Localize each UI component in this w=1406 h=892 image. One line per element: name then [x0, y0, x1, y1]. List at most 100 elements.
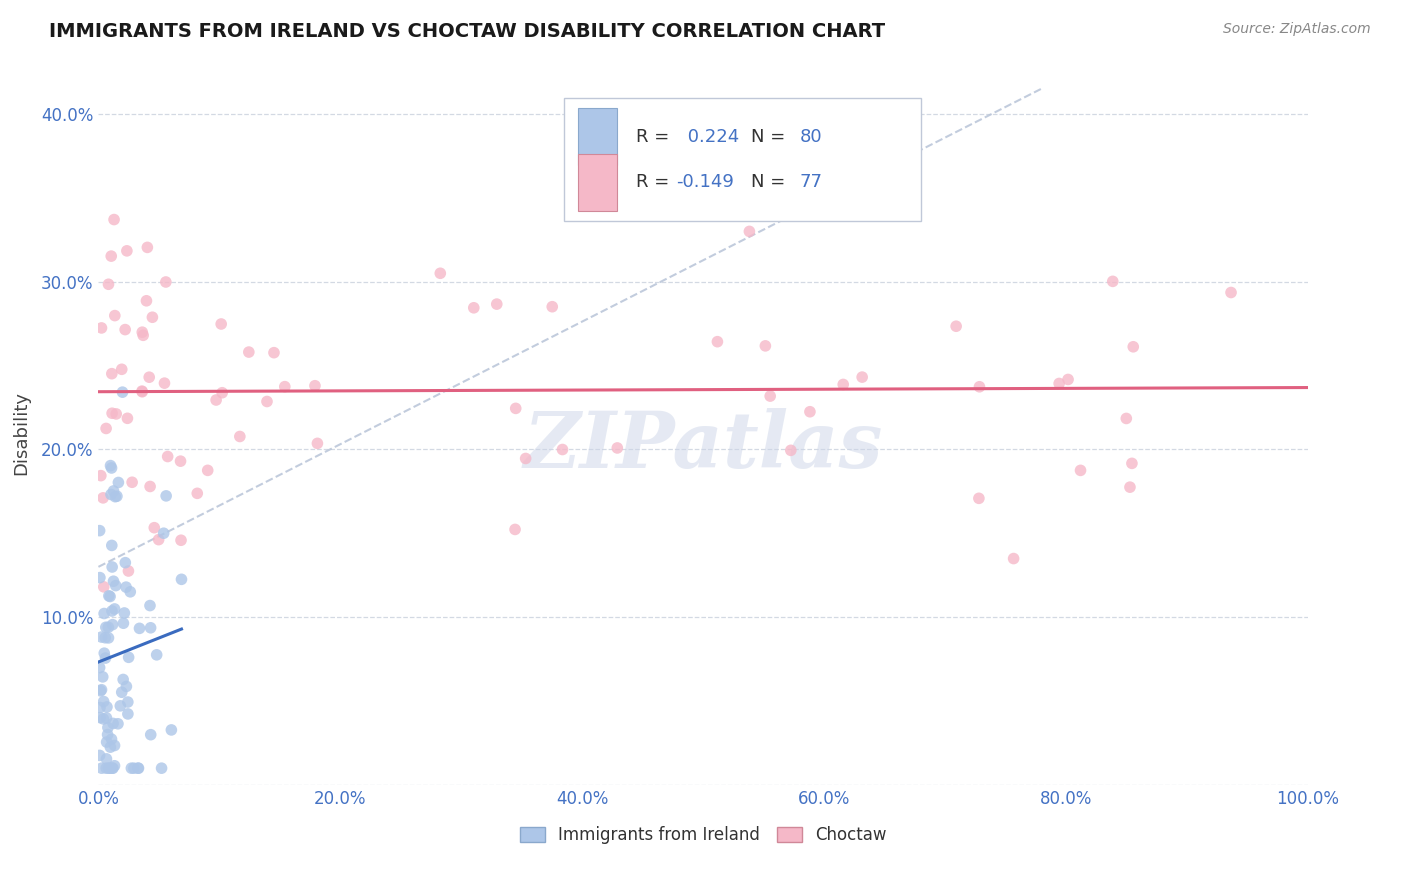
Point — [205, 392, 228, 407]
Point — [97, 728, 120, 742]
Text: R =: R = — [637, 128, 675, 145]
Point — [93, 712, 115, 726]
Point — [136, 240, 159, 254]
Point — [94, 651, 117, 665]
Point — [145, 648, 167, 662]
Point — [104, 602, 127, 616]
Point — [114, 323, 136, 337]
Point — [105, 407, 128, 421]
Point — [97, 761, 120, 775]
Point — [1047, 376, 1070, 391]
Point — [101, 761, 124, 775]
Point — [89, 571, 111, 585]
Point — [96, 735, 118, 749]
Point — [104, 579, 127, 593]
Point — [139, 621, 162, 635]
Point — [1057, 372, 1080, 386]
Point — [122, 761, 145, 775]
Point — [945, 319, 967, 334]
Point — [114, 556, 136, 570]
Point — [98, 590, 121, 604]
Point — [1101, 274, 1123, 288]
Point — [103, 739, 125, 753]
Point — [150, 761, 173, 775]
Point — [111, 685, 134, 699]
Point — [1115, 411, 1137, 425]
Point — [93, 580, 115, 594]
Point — [98, 761, 121, 775]
Point — [1121, 456, 1143, 470]
Point — [96, 711, 118, 725]
Point — [101, 406, 124, 420]
Point — [551, 442, 574, 457]
Point — [131, 384, 153, 399]
Point — [132, 328, 155, 343]
Point — [97, 589, 120, 603]
Point — [90, 321, 112, 335]
Point — [759, 389, 782, 403]
Point — [1070, 463, 1092, 477]
Text: 0.224: 0.224 — [682, 128, 740, 145]
Legend: Immigrants from Ireland, Choctaw: Immigrants from Ireland, Choctaw — [513, 819, 893, 851]
Point — [96, 761, 118, 775]
Point — [117, 650, 139, 665]
Point — [170, 533, 193, 548]
Point — [103, 483, 125, 498]
Point — [131, 325, 153, 339]
Text: R =: R = — [637, 173, 675, 192]
FancyBboxPatch shape — [578, 154, 617, 211]
Point — [155, 275, 177, 289]
Point — [111, 385, 134, 400]
Text: IMMIGRANTS FROM IRELAND VS CHOCTAW DISABILITY CORRELATION CHART: IMMIGRANTS FROM IRELAND VS CHOCTAW DISAB… — [49, 22, 886, 41]
Point — [128, 761, 150, 775]
Point — [93, 646, 115, 660]
Point — [100, 458, 122, 473]
Point — [101, 716, 124, 731]
Point — [169, 454, 191, 468]
Point — [120, 584, 142, 599]
Point — [103, 758, 125, 772]
Point — [485, 297, 508, 311]
Point — [139, 728, 162, 742]
Point — [120, 761, 142, 775]
Point — [97, 721, 120, 735]
Point — [1002, 551, 1025, 566]
Point — [90, 468, 112, 483]
Text: -0.149: -0.149 — [676, 173, 734, 192]
Point — [152, 526, 174, 541]
Point — [115, 244, 138, 258]
Point — [89, 524, 111, 538]
Point — [127, 761, 149, 775]
Point — [97, 620, 120, 634]
Point — [100, 487, 122, 501]
Point — [94, 631, 117, 645]
Point — [139, 599, 162, 613]
Point — [1122, 340, 1144, 354]
Point — [105, 489, 128, 503]
Point — [153, 376, 176, 391]
Point — [274, 379, 297, 393]
Point — [103, 574, 125, 589]
Point — [799, 405, 821, 419]
Point — [100, 461, 122, 475]
FancyBboxPatch shape — [578, 109, 617, 165]
Point — [606, 441, 628, 455]
Point — [851, 370, 873, 384]
Point — [89, 660, 111, 674]
Point — [197, 463, 219, 477]
Point — [104, 309, 127, 323]
Point — [121, 475, 143, 490]
Point — [738, 224, 761, 238]
Point — [97, 631, 120, 645]
Point — [541, 300, 564, 314]
Point — [90, 682, 112, 697]
Point — [89, 748, 111, 763]
Point — [155, 489, 177, 503]
Point — [101, 560, 124, 574]
Point — [103, 212, 125, 227]
Point — [115, 680, 138, 694]
Point — [98, 740, 121, 755]
Point — [1119, 480, 1142, 494]
Point — [969, 380, 991, 394]
Point — [97, 277, 120, 292]
